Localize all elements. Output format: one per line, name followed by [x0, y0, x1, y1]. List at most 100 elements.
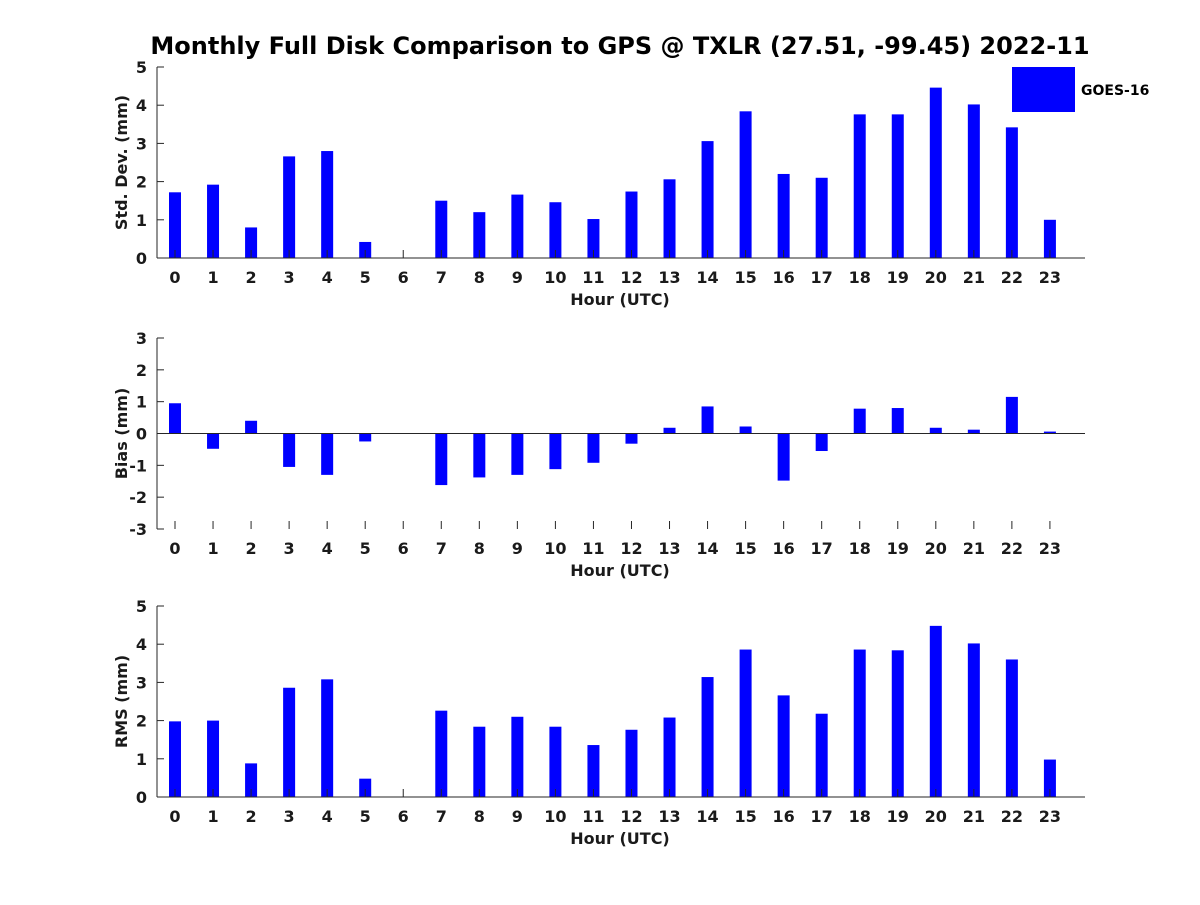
- x-tick-label-rms: 18: [849, 807, 871, 826]
- bar-stddev-11: [587, 219, 600, 258]
- bar-bias-16: [777, 433, 790, 481]
- bar-rms-14: [701, 677, 714, 797]
- x-tick-label-rms: 9: [512, 807, 523, 826]
- y-axis-label-stddev: Std. Dev. (mm): [112, 95, 131, 230]
- legend: GOES-16: [1012, 67, 1149, 112]
- y-tick-label-stddev: 4: [136, 96, 147, 115]
- bar-bias-2: [245, 420, 258, 434]
- y-tick-label-stddev: 1: [136, 211, 147, 230]
- x-tick-label-rms: 23: [1039, 807, 1061, 826]
- x-tick-label-rms: 10: [544, 807, 566, 826]
- bar-rms-21: [967, 643, 980, 797]
- x-tick-label-rms: 13: [658, 807, 680, 826]
- bar-rms-15: [739, 649, 752, 797]
- bar-rms-9: [511, 716, 524, 797]
- bar-bias-14: [701, 406, 714, 434]
- bar-bias-0: [169, 403, 181, 434]
- y-tick-label-stddev: 0: [136, 249, 147, 268]
- y-tick-label-rms: 0: [136, 788, 147, 807]
- x-tick-label-stddev: 6: [398, 268, 409, 287]
- x-tick-label-bias: 14: [696, 539, 718, 558]
- bar-rms-8: [473, 726, 486, 797]
- x-tick-label-stddev: 16: [773, 268, 795, 287]
- x-tick-label-rms: 21: [963, 807, 985, 826]
- x-tick-label-bias: 1: [207, 539, 218, 558]
- bar-rms-16: [777, 695, 790, 797]
- bar-bias-10: [549, 433, 562, 470]
- x-tick-label-rms: 20: [925, 807, 947, 826]
- x-tick-label-stddev: 18: [849, 268, 871, 287]
- bar-rms-5: [359, 778, 372, 797]
- bar-bias-21: [967, 429, 980, 434]
- x-tick-label-stddev: 23: [1039, 268, 1061, 287]
- x-tick-label-bias: 4: [322, 539, 333, 558]
- y-tick-label-bias: -1: [129, 456, 147, 475]
- bar-stddev-14: [701, 141, 714, 258]
- bar-rms-18: [853, 649, 866, 797]
- bar-bias-19: [891, 408, 904, 434]
- x-tick-label-stddev: 22: [1001, 268, 1023, 287]
- x-tick-label-rms: 3: [284, 807, 295, 826]
- bar-rms-19: [891, 650, 904, 797]
- x-tick-label-bias: 11: [582, 539, 604, 558]
- bar-rms-3: [283, 687, 296, 797]
- x-tick-label-bias: 16: [773, 539, 795, 558]
- x-tick-label-bias: 21: [963, 539, 985, 558]
- x-tick-label-stddev: 9: [512, 268, 523, 287]
- bar-stddev-0: [169, 192, 181, 258]
- x-tick-label-stddev: 15: [734, 268, 756, 287]
- y-tick-label-bias: 2: [136, 361, 147, 380]
- x-tick-label-stddev: 12: [620, 268, 642, 287]
- bar-rms-0: [169, 721, 181, 797]
- x-tick-label-stddev: 19: [887, 268, 909, 287]
- x-tick-label-stddev: 21: [963, 268, 985, 287]
- x-axis-label-stddev: Hour (UTC): [570, 290, 670, 309]
- x-tick-label-bias: 22: [1001, 539, 1023, 558]
- x-tick-label-rms: 19: [887, 807, 909, 826]
- bar-stddev-12: [625, 191, 638, 258]
- bar-bias-23: [1043, 431, 1056, 434]
- y-tick-label-bias: 3: [136, 329, 147, 348]
- x-tick-label-bias: 23: [1039, 539, 1061, 558]
- bar-rms-12: [625, 729, 638, 797]
- bar-rms-23: [1043, 759, 1056, 797]
- bar-stddev-8: [473, 212, 486, 258]
- x-tick-label-rms: 7: [436, 807, 447, 826]
- bar-stddev-4: [321, 151, 334, 258]
- x-tick-label-bias: 6: [398, 539, 409, 558]
- bar-stddev-7: [435, 200, 448, 258]
- bar-stddev-23: [1043, 219, 1056, 258]
- x-tick-label-bias: 19: [887, 539, 909, 558]
- x-tick-label-rms: 1: [207, 807, 218, 826]
- x-tick-label-rms: 16: [773, 807, 795, 826]
- bar-rms-17: [815, 713, 828, 797]
- chart-title: Monthly Full Disk Comparison to GPS @ TX…: [150, 32, 1089, 60]
- bar-bias-7: [435, 433, 448, 486]
- x-tick-label-rms: 14: [696, 807, 718, 826]
- x-tick-label-stddev: 11: [582, 268, 604, 287]
- x-tick-label-bias: 3: [284, 539, 295, 558]
- y-axis-label-rms: RMS (mm): [112, 655, 131, 748]
- y-tick-label-stddev: 3: [136, 134, 147, 153]
- x-tick-label-rms: 5: [360, 807, 371, 826]
- bar-bias-17: [815, 433, 828, 452]
- bar-stddev-22: [1005, 127, 1018, 258]
- x-tick-label-bias: 5: [360, 539, 371, 558]
- bar-stddev-1: [207, 184, 220, 258]
- bar-rms-7: [435, 710, 448, 797]
- x-tick-label-stddev: 1: [207, 268, 218, 287]
- x-tick-label-bias: 10: [544, 539, 566, 558]
- y-tick-label-bias: -3: [129, 520, 147, 539]
- x-tick-label-bias: 20: [925, 539, 947, 558]
- x-tick-label-rms: 6: [398, 807, 409, 826]
- y-tick-label-rms: 3: [136, 673, 147, 692]
- x-tick-label-stddev: 7: [436, 268, 447, 287]
- y-tick-label-rms: 1: [136, 750, 147, 769]
- x-tick-label-rms: 22: [1001, 807, 1023, 826]
- bar-bias-4: [321, 433, 334, 475]
- x-tick-label-rms: 15: [734, 807, 756, 826]
- bar-bias-11: [587, 433, 600, 463]
- x-tick-label-bias: 15: [734, 539, 756, 558]
